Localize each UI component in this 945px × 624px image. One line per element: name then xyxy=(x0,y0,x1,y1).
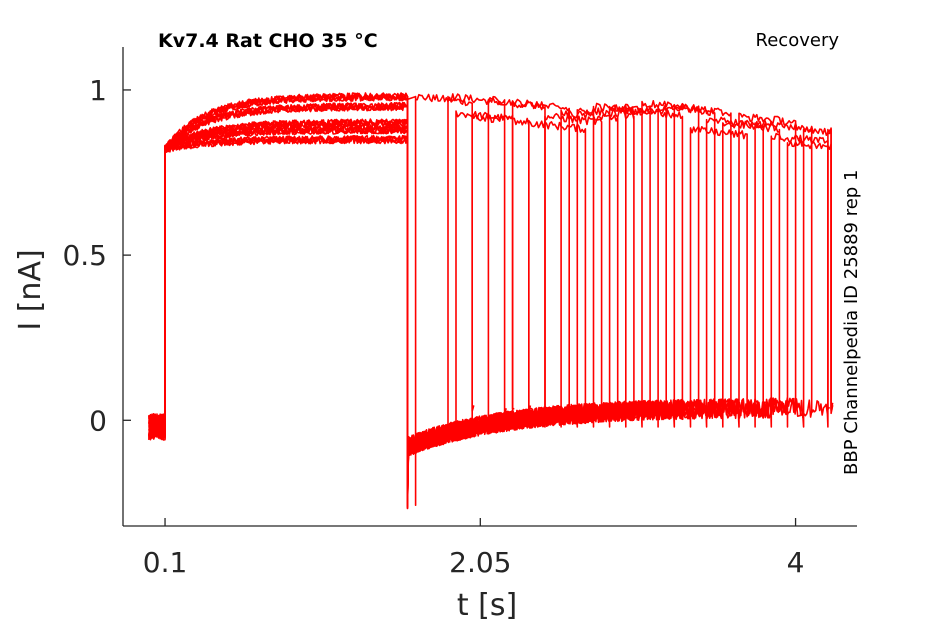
series-line xyxy=(148,109,621,493)
series-line xyxy=(148,95,548,496)
y-tick-label: 1 xyxy=(89,74,107,107)
x-axis-label: t [s] xyxy=(457,588,517,623)
x-tick-label: 2.05 xyxy=(449,546,511,579)
protocol-label: Recovery xyxy=(756,30,840,51)
x-tick-label: 4 xyxy=(787,546,805,579)
series-line xyxy=(148,102,766,503)
series-line xyxy=(148,101,604,501)
y-tick-label: 0.5 xyxy=(62,239,107,272)
chart-title: Kv7.4 Rat CHO 35 °C xyxy=(158,30,378,52)
axes: 0.1 2.05 4 0 0.5 1 xyxy=(62,47,857,579)
series-line xyxy=(148,107,637,498)
series-line xyxy=(148,92,653,510)
series-line xyxy=(148,127,834,494)
series-line xyxy=(148,92,572,495)
series-line xyxy=(148,118,588,509)
current-traces xyxy=(148,92,834,510)
series-line xyxy=(148,92,814,506)
y-tick-label: 0 xyxy=(89,404,107,437)
series-line xyxy=(148,101,515,478)
channelpedia-id-label: BBP Channelpedia ID 25889 rep 1 xyxy=(841,170,862,475)
y-axis-label: I [nA] xyxy=(13,249,48,330)
series-line xyxy=(148,119,782,507)
x-tick-label: 0.1 xyxy=(143,546,188,579)
